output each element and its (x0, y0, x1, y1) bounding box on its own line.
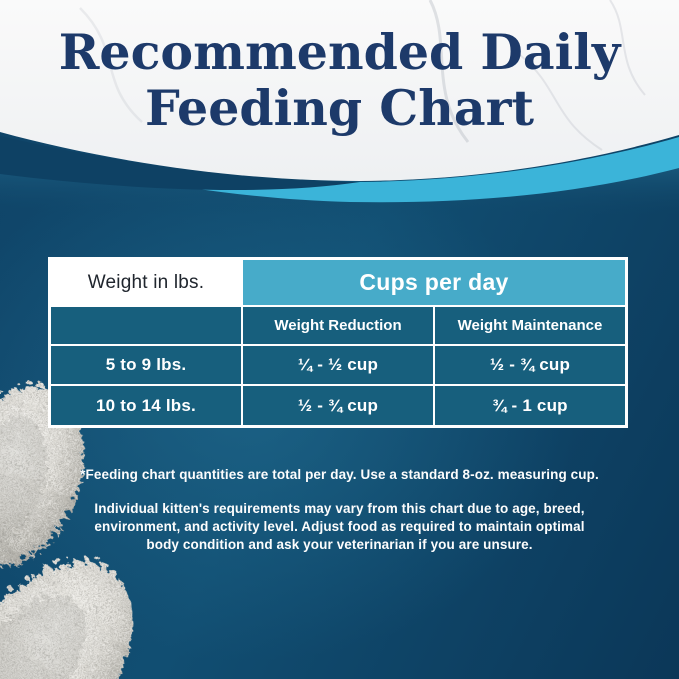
disclaimer-line: Individual kitten's requirements may var… (94, 501, 585, 516)
feeding-table: Weight in lbs. Cups per day Weight Reduc… (48, 257, 628, 428)
footnote-text: *Feeding chart quantities are total per … (80, 467, 599, 482)
page-title-line2: Feeding Chart (144, 79, 535, 137)
page-title-line1: Recommended Daily (58, 23, 621, 81)
cat-paw-lower (0, 557, 133, 679)
disclaimer-text: Individual kitten's requirements may var… (0, 500, 679, 554)
page-title: Recommended Daily Feeding Chart (0, 24, 679, 136)
table-row-weight-label: 10 to 14 lbs. (51, 386, 241, 425)
header-wave-graphic (0, 0, 679, 215)
table-row-weight-label: 5 to 9 lbs. (51, 346, 241, 384)
table-header-weight-in-lbs: Weight in lbs. (51, 260, 241, 305)
table-empty-cell (51, 307, 241, 344)
table-cell-reduction-value: ¼ - ½ cup (243, 346, 433, 384)
table-header-cups-per-day: Cups per day (243, 260, 625, 305)
table-subheader-weight-maintenance: Weight Maintenance (435, 307, 625, 344)
disclaimer-line: environment, and activity level. Adjust … (94, 519, 585, 534)
table-cell-maintenance-value: ½ - ¾ cup (435, 346, 625, 384)
table-cell-reduction-value: ½ - ¾ cup (243, 386, 433, 425)
disclaimer-line: body condition and ask your veterinarian… (146, 537, 533, 552)
table-subheader-weight-reduction: Weight Reduction (243, 307, 433, 344)
table-cell-maintenance-value: ¾ - 1 cup (435, 386, 625, 425)
